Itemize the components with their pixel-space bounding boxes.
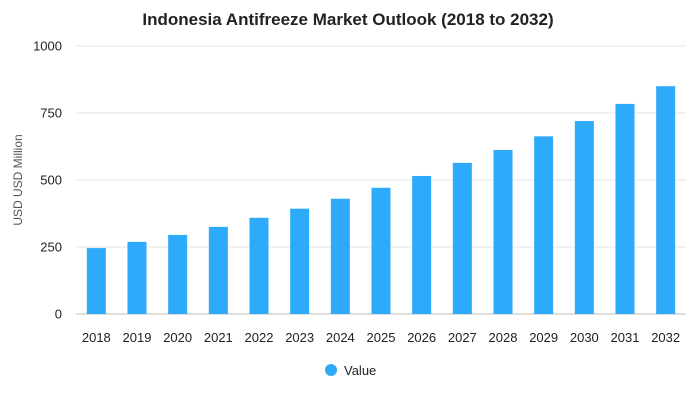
bar-2029	[534, 136, 554, 314]
bar-2028	[493, 149, 513, 314]
legend-swatch	[325, 364, 337, 376]
x-tick-label: 2023	[285, 330, 314, 345]
x-tick-label: 2031	[611, 330, 640, 345]
y-tick-label: 750	[40, 106, 62, 121]
chart-title: Indonesia Antifreeze Market Outlook (201…	[142, 10, 553, 29]
legend-label: Value	[344, 363, 376, 378]
x-tick-label: 2021	[204, 330, 233, 345]
bar-2019	[127, 241, 147, 314]
x-tick-label: 2029	[529, 330, 558, 345]
y-axis-label: USD USD Million	[11, 134, 25, 225]
x-tick-label: 2022	[245, 330, 274, 345]
y-tick-label: 0	[55, 307, 62, 322]
bar-2030	[574, 121, 594, 314]
bar-2021	[208, 226, 228, 314]
bar-2024	[330, 198, 350, 314]
x-tick-label: 2025	[367, 330, 396, 345]
x-tick-label: 2019	[123, 330, 152, 345]
x-tick-label: 2020	[163, 330, 192, 345]
x-tick-label: 2024	[326, 330, 355, 345]
bar-2020	[168, 234, 188, 314]
bar-2018	[86, 248, 106, 314]
bar-2031	[615, 103, 635, 314]
x-tick-label: 2030	[570, 330, 599, 345]
bar-2032	[656, 86, 676, 314]
x-tick-label: 2028	[489, 330, 518, 345]
legend: Value	[325, 363, 376, 378]
x-tick-label: 2018	[82, 330, 111, 345]
y-axis-ticks: 0 250 500 750 1000	[33, 39, 62, 322]
x-tick-label: 2027	[448, 330, 477, 345]
bar-2023	[290, 208, 310, 314]
bar-2025	[371, 187, 391, 314]
y-tick-label: 1000	[33, 39, 62, 54]
bar-2022	[249, 217, 269, 314]
bars	[86, 86, 676, 314]
y-tick-label: 500	[40, 173, 62, 188]
bar-2027	[452, 162, 472, 314]
x-axis-ticks: 2018 2019 2020 2021 2022 2023 2024 2025 2026 2027…	[82, 330, 680, 345]
bar-2026	[412, 175, 432, 314]
x-tick-label: 2026	[407, 330, 436, 345]
x-tick-label: 2032	[651, 330, 680, 345]
y-tick-label: 250	[40, 240, 62, 255]
